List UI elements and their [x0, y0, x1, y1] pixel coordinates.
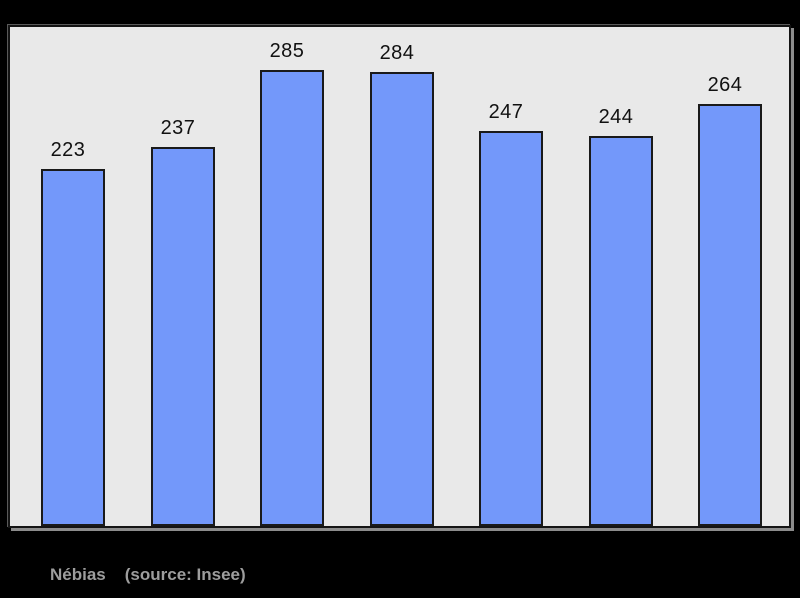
bar-value-label: 247: [488, 101, 524, 123]
chart-caption: Nébias (source: Insee): [50, 565, 246, 585]
caption-source: (source: Insee): [124, 565, 246, 584]
bar: [370, 72, 434, 526]
bar: [151, 147, 215, 526]
bar-value-label: 264: [707, 74, 743, 96]
bar-value-label: 223: [50, 139, 86, 161]
bar: [260, 70, 324, 526]
bar: [589, 136, 653, 526]
bar-value-label: 285: [269, 40, 305, 62]
caption-title: Nébias: [50, 565, 106, 584]
bar-value-label: 284: [379, 42, 415, 64]
bar-value-label: 237: [160, 117, 196, 139]
bar-value-label: 244: [598, 106, 634, 128]
bar: [698, 104, 762, 526]
bars-container: 223 237 285 284 247 244 264: [10, 27, 789, 526]
plot-area: 223 237 285 284 247 244 264: [8, 25, 791, 528]
bar: [41, 169, 105, 526]
bar: [479, 131, 543, 526]
